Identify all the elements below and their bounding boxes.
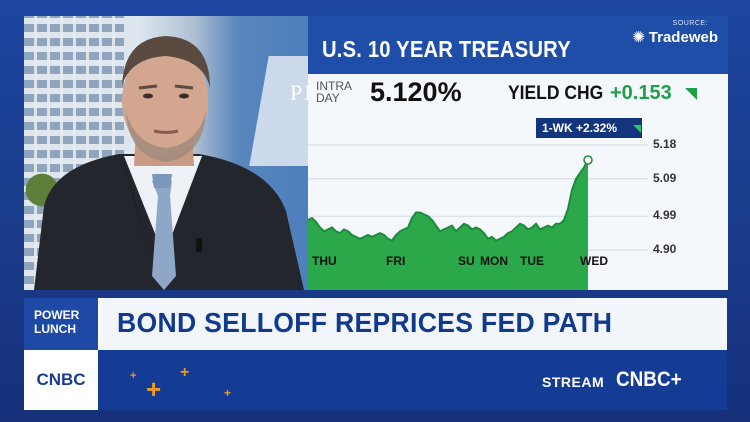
x-tick-label: THU [312, 254, 337, 268]
y-tick-label: 4.90 [653, 242, 677, 256]
y-tick-label: 5.09 [653, 170, 677, 185]
x-tick-label: TUE [520, 254, 544, 268]
network-logo: CNBC [24, 350, 98, 410]
lower-third-bottom: CNBC + + + + STREAM CNBC+ [24, 350, 727, 410]
yield-series-line [308, 159, 589, 242]
x-tick-label: WED [580, 254, 608, 268]
y-tick-label: 4.99 [653, 208, 677, 223]
x-tick-label: MON [480, 254, 508, 268]
source-logo: ✺ Tradeweb [632, 28, 718, 47]
yield-value: 5.120% [370, 77, 462, 107]
tradeweb-star-icon: ✺ [632, 29, 645, 46]
headline-box: BOND SELLOFF REPRICES FED PATH [98, 298, 727, 350]
up-arrow-icon [685, 88, 697, 100]
plus-decor-icon: + [224, 386, 232, 400]
yield-change-label: YIELD CHG [508, 83, 604, 104]
intraday-label: INTRA DAY [316, 79, 352, 105]
quote-row: INTRA DAY 5.120% YIELD CHG +0.153 [308, 74, 728, 110]
backdrop-sign-text: PI [290, 80, 308, 105]
video-feed: PI [24, 16, 308, 290]
source-name: Tradeweb [648, 28, 718, 46]
yield-change-value: +0.153 [610, 82, 672, 104]
last-point-marker [583, 155, 593, 165]
y-tick-label: 5.18 [653, 137, 677, 151]
stream-brand-logo: CNBC+ [616, 368, 682, 391]
guest-person [34, 36, 304, 290]
plus-decor-icon: + [146, 374, 162, 404]
yield-area [308, 160, 588, 290]
week-change-badge: 1-WK +2.32% [536, 118, 642, 138]
plus-decor-icon: + [130, 370, 137, 382]
headline: BOND SELLOFF REPRICES FED PATH [117, 307, 613, 338]
lower-third-top: POWER LUNCH BOND SELLOFF REPRICES FED PA… [24, 298, 727, 350]
stream-label: STREAM [542, 374, 605, 390]
treasury-chart-panel: U.S. 10 YEAR TREASURY SOURCE: ✺ Tradeweb… [308, 16, 728, 290]
x-tick-label: FRI [386, 254, 406, 268]
show-name-label: POWER LUNCH [24, 298, 98, 350]
week-up-arrow-icon [633, 125, 641, 133]
yield-line-chart [308, 144, 648, 290]
chart-axis-area [648, 110, 728, 290]
plus-decor-icon: + [180, 364, 190, 381]
chart-title: U.S. 10 YEAR TREASURY [322, 36, 571, 62]
x-tick-label: SU [458, 254, 475, 268]
source-label: SOURCE: [672, 20, 708, 27]
